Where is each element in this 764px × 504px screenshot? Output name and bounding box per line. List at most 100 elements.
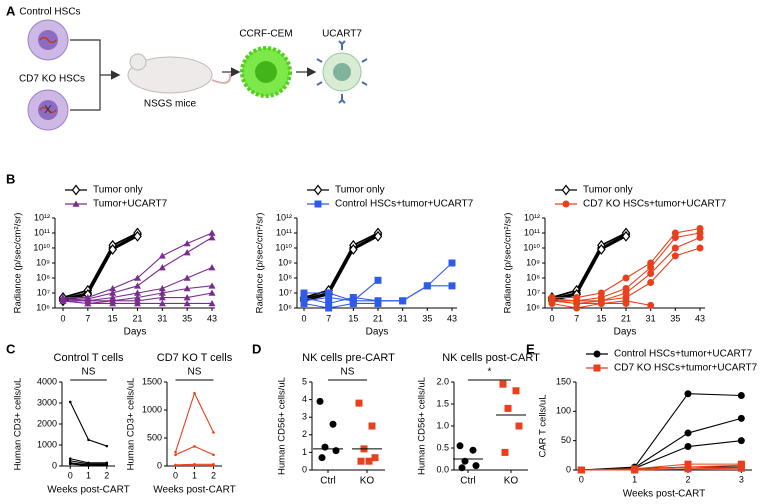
- marker: [212, 431, 215, 434]
- marker: [349, 299, 357, 307]
- car-t-icon: [333, 63, 351, 81]
- series-line: [303, 232, 379, 299]
- marker: [174, 464, 177, 467]
- y-tick-label: 10⁷: [279, 287, 292, 297]
- y-tick-label: 10¹¹: [34, 227, 50, 237]
- marker: [696, 234, 704, 242]
- y-tick-label: 3000: [37, 397, 57, 407]
- marker: [329, 420, 337, 428]
- panel-label: E: [526, 341, 535, 356]
- significance-label: NS: [341, 367, 355, 378]
- dna-icon: [39, 106, 57, 114]
- y-tick-label: 2.0: [436, 376, 449, 386]
- marker: [671, 234, 679, 242]
- marker: [371, 454, 379, 462]
- y-tick-label: 1.5: [436, 398, 449, 408]
- marker: [374, 276, 382, 284]
- mouse-icon: [127, 56, 213, 94]
- marker: [109, 289, 117, 296]
- x-tick-label: 0: [68, 470, 73, 480]
- series-line: [581, 467, 742, 471]
- x-tick-label: 31: [646, 313, 656, 323]
- x-tick-label: 7: [326, 313, 331, 323]
- marker: [208, 289, 216, 296]
- x-tick-label: 43: [207, 313, 217, 323]
- marker: [300, 299, 308, 307]
- x-tick-label: 0: [301, 313, 306, 323]
- marker: [59, 297, 67, 304]
- y-tick-label: 2000: [37, 418, 57, 428]
- legend-label: Control HSCs+tumor+UCART7: [335, 199, 474, 210]
- y-tick-label: 10⁶: [278, 302, 292, 312]
- marker: [208, 234, 216, 241]
- marker: [332, 447, 340, 455]
- marker: [68, 462, 72, 466]
- y-tick-label: 4: [302, 394, 307, 404]
- y-tick-label: 10¹²: [34, 212, 50, 222]
- marker: [109, 284, 117, 292]
- marker: [737, 414, 745, 422]
- marker: [647, 279, 655, 287]
- x-tick-label: 43: [447, 313, 457, 323]
- y-tick-label: 10⁶: [526, 302, 540, 312]
- y-tick-label: 10¹⁰: [523, 242, 540, 252]
- marker: [208, 282, 216, 289]
- marker: [300, 289, 308, 297]
- ko-icon: [44, 104, 52, 114]
- significance-label: NS: [82, 367, 96, 378]
- x-tick-label: 31: [398, 313, 408, 323]
- marker: [621, 230, 631, 242]
- y-tick-label: 10¹²: [524, 212, 540, 222]
- y-tick-label: 50: [561, 435, 571, 445]
- marker: [208, 264, 216, 271]
- marker: [577, 466, 585, 474]
- diagram-label: CCRF-CEM: [239, 29, 292, 40]
- x-tick-label: KO: [504, 476, 519, 487]
- x-tick-label: 21: [621, 313, 631, 323]
- marker: [325, 289, 333, 297]
- marker: [87, 464, 90, 467]
- marker: [423, 282, 431, 290]
- x-tick-label: 35: [670, 313, 680, 323]
- panel-label: D: [252, 341, 261, 356]
- legend-label: Control HSCs+tumor+UCART7: [614, 349, 753, 360]
- x-tick-label: 15: [596, 313, 606, 323]
- y-tick-label: 150: [556, 376, 571, 386]
- marker: [448, 259, 456, 267]
- marker: [208, 229, 216, 236]
- y-tick-label: 0: [302, 464, 307, 474]
- y-axis-label: Human CD56+ cells/uL: [277, 377, 288, 475]
- marker: [469, 446, 477, 454]
- y-axis-label: Radiance (p/sec/cm²/sr): [255, 213, 266, 314]
- marker: [158, 284, 166, 292]
- y-tick-label: 1000: [37, 439, 57, 449]
- y-tick-label: 10⁹: [278, 257, 292, 267]
- x-axis-label: Days: [124, 327, 147, 338]
- marker: [548, 299, 556, 307]
- marker: [174, 450, 177, 454]
- marker: [183, 294, 191, 301]
- y-tick-label: 10⁸: [526, 272, 540, 282]
- marker: [593, 364, 601, 372]
- marker: [684, 465, 692, 473]
- x-tick-label: 43: [695, 313, 705, 323]
- x-tick-label: 0: [549, 313, 554, 323]
- marker: [134, 289, 141, 296]
- y-tick-label: 10¹¹: [276, 227, 292, 237]
- x-tick-label: 35: [182, 313, 192, 323]
- marker: [158, 252, 166, 259]
- marker: [84, 299, 92, 307]
- marker: [325, 294, 333, 302]
- marker: [193, 445, 196, 448]
- diagram-label: CD7 KO HSCs: [19, 74, 85, 85]
- diagram-label: NSGS mice: [144, 99, 197, 110]
- marker: [737, 391, 745, 399]
- connector: [70, 39, 118, 111]
- marker: [499, 380, 507, 388]
- marker: [472, 462, 480, 470]
- marker: [504, 404, 512, 412]
- y-tick-label: 10¹⁰: [275, 242, 292, 252]
- marker: [622, 274, 630, 282]
- x-tick-label: 1: [86, 470, 91, 480]
- series-line: [581, 417, 742, 471]
